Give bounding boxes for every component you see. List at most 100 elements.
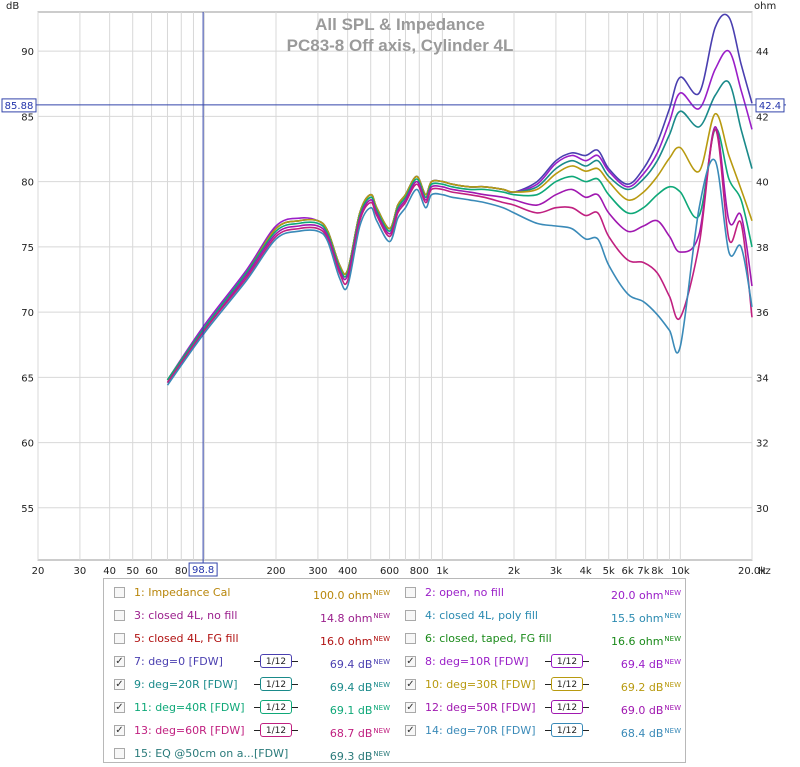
smoothing-button[interactable]: 1/12: [545, 700, 589, 714]
cursor[interactable]: 98.8 85.88 42.4: [1, 12, 786, 577]
legend-checkbox[interactable]: [114, 610, 125, 621]
x-tick-label: 7k: [637, 566, 649, 577]
y-tick-label: 80: [21, 178, 34, 189]
legend-checkbox[interactable]: [114, 725, 125, 736]
new-tag: NEW: [664, 612, 681, 620]
legend-item[interactable]: 8: deg=10R [FDW] 1/12 69.4 dBNEW: [405, 653, 695, 671]
x-tick-label: 800: [410, 566, 429, 577]
new-tag: NEW: [664, 727, 681, 735]
y-tick-label: 90: [21, 47, 34, 58]
grid: [37, 12, 753, 560]
cursor-right-readout: 42.4: [759, 101, 781, 112]
series-line-deg-60r: [166, 128, 753, 384]
x-tick-label: 3k: [550, 566, 562, 577]
legend-checkbox[interactable]: [114, 702, 125, 713]
y2-tick-label: 32: [756, 439, 769, 450]
legend-checkbox[interactable]: [114, 587, 125, 598]
legend-item[interactable]: 9: deg=20R [FDW] 1/12 69.4 dBNEW: [114, 676, 404, 694]
legend-label: 12: deg=50R [FDW]: [425, 701, 536, 714]
legend-item[interactable]: 14: deg=70R [FDW] 1/12 68.4 dBNEW: [405, 722, 695, 740]
series-line-deg-30r: [166, 112, 753, 381]
legend-checkbox[interactable]: [114, 656, 125, 667]
legend-item[interactable]: 2: open, no fill 20.0 ohmNEW: [405, 584, 695, 602]
new-tag: NEW: [664, 704, 681, 712]
legend-item[interactable]: 6: closed, taped, FG fill 16.6 ohmNEW: [405, 630, 695, 648]
legend-checkbox[interactable]: [405, 725, 416, 736]
smoothing-button[interactable]: 1/12: [254, 654, 298, 668]
legend-label: 15: EQ @50cm on a...[FDW]: [134, 747, 289, 760]
legend-item[interactable]: 7: deg=0 [FDW] 1/12 69.4 dBNEW: [114, 653, 404, 671]
legend-value: 20.0 ohmNEW: [611, 589, 681, 602]
y2-tick-label: 30: [756, 504, 769, 515]
legend-panel: 1: Impedance Cal 100.0 ohmNEW 2: open, no …: [103, 578, 686, 763]
x-tick-label: 2k: [508, 566, 520, 577]
legend-value: 69.4 dBNEW: [329, 658, 390, 671]
plot-area: [37, 11, 753, 561]
smoothing-button[interactable]: 1/12: [545, 677, 589, 691]
new-tag: NEW: [373, 612, 390, 620]
new-tag: NEW: [664, 681, 681, 689]
new-tag: NEW: [373, 704, 390, 712]
smoothing-button[interactable]: 1/12: [254, 700, 298, 714]
y-tick-label: 55: [21, 504, 34, 515]
legend-value: 69.0 dBNEW: [620, 704, 681, 717]
legend-value: 16.6 ohmNEW: [611, 635, 681, 648]
y2-tick-label: 38: [756, 243, 769, 254]
new-tag: NEW: [664, 589, 681, 597]
legend-item[interactable]: 1: Impedance Cal 100.0 ohmNEW: [114, 584, 404, 602]
x-tick-label: 50: [126, 566, 139, 577]
legend-item[interactable]: 4: closed 4L, poly fill 15.5 ohmNEW: [405, 607, 695, 625]
legend-checkbox[interactable]: [405, 702, 416, 713]
legend-checkbox[interactable]: [405, 610, 416, 621]
legend-label: 4: closed 4L, poly fill: [425, 609, 538, 622]
legend-label: 6: closed, taped, FG fill: [425, 632, 552, 645]
chart-subtitle: PC83-8 Off axis, Cylinder 4L: [287, 36, 514, 55]
x-axis-unit: Hz: [758, 566, 771, 577]
legend-checkbox[interactable]: [114, 679, 125, 690]
y2-tick-label: 42: [756, 112, 769, 123]
axis-labels: 55 60 65 70 75 80 85 90 30 32 34 36 38 40 42 44 20 30 40 50…: [21, 47, 768, 577]
cursor-y-readout-box: [1, 98, 37, 113]
legend-label: 9: deg=20R [FDW]: [134, 678, 238, 691]
x-tick-label: 80: [175, 566, 188, 577]
legend-value: 68.7 dBNEW: [329, 727, 390, 740]
left-axis-unit: dB: [6, 1, 19, 12]
legend-checkbox[interactable]: [405, 587, 416, 598]
new-tag: NEW: [373, 589, 390, 597]
legend-item[interactable]: 5: closed 4L, FG fill 16.0 ohmNEW: [114, 630, 404, 648]
legend-checkbox[interactable]: [114, 748, 125, 759]
legend-item[interactable]: 11: deg=40R [FDW] 1/12 69.1 dBNEW: [114, 699, 404, 717]
legend-label: 1: Impedance Cal: [134, 586, 231, 599]
legend-item[interactable]: 10: deg=30R [FDW] 1/12 69.2 dBNEW: [405, 676, 695, 694]
legend-checkbox[interactable]: [405, 633, 416, 644]
legend-label: 5: closed 4L, FG fill: [134, 632, 239, 645]
new-tag: NEW: [664, 658, 681, 666]
legend-label: 3: closed 4L, no fill: [134, 609, 238, 622]
legend-checkbox[interactable]: [405, 679, 416, 690]
right-axis-unit: ohm: [754, 1, 776, 12]
x-tick-label: 20: [32, 566, 45, 577]
y2-tick-label: 34: [756, 373, 769, 384]
legend-checkbox[interactable]: [114, 633, 125, 644]
legend-item[interactable]: 15: EQ @50cm on a...[FDW] 69.3 dBNEW: [114, 745, 404, 763]
y-tick-label: 60: [21, 439, 34, 450]
legend-checkbox[interactable]: [405, 656, 416, 667]
smoothing-button[interactable]: 1/12: [254, 677, 298, 691]
smoothing-button[interactable]: 1/12: [254, 723, 298, 737]
cursor-x-readout-box: [188, 562, 218, 577]
new-tag: NEW: [664, 635, 681, 643]
legend-item[interactable]: 3: closed 4L, no fill 14.8 ohmNEW: [114, 607, 404, 625]
y-tick-label: 75: [21, 243, 34, 254]
new-tag: NEW: [373, 727, 390, 735]
legend-label: 13: deg=60R [FDW]: [134, 724, 245, 737]
legend-item[interactable]: 13: deg=60R [FDW] 1/12 68.7 dBNEW: [114, 722, 404, 740]
y2-tick-label: 44: [756, 47, 769, 58]
x-tick-label: 1k: [436, 566, 448, 577]
smoothing-button[interactable]: 1/12: [545, 654, 589, 668]
legend-value: 16.0 ohmNEW: [320, 635, 390, 648]
smoothing-button[interactable]: 1/12: [545, 723, 589, 737]
legend-label: 10: deg=30R [FDW]: [425, 678, 536, 691]
series-line-deg-70r: [166, 158, 753, 386]
x-tick-label: 40: [103, 566, 116, 577]
legend-item[interactable]: 12: deg=50R [FDW] 1/12 69.0 dBNEW: [405, 699, 695, 717]
